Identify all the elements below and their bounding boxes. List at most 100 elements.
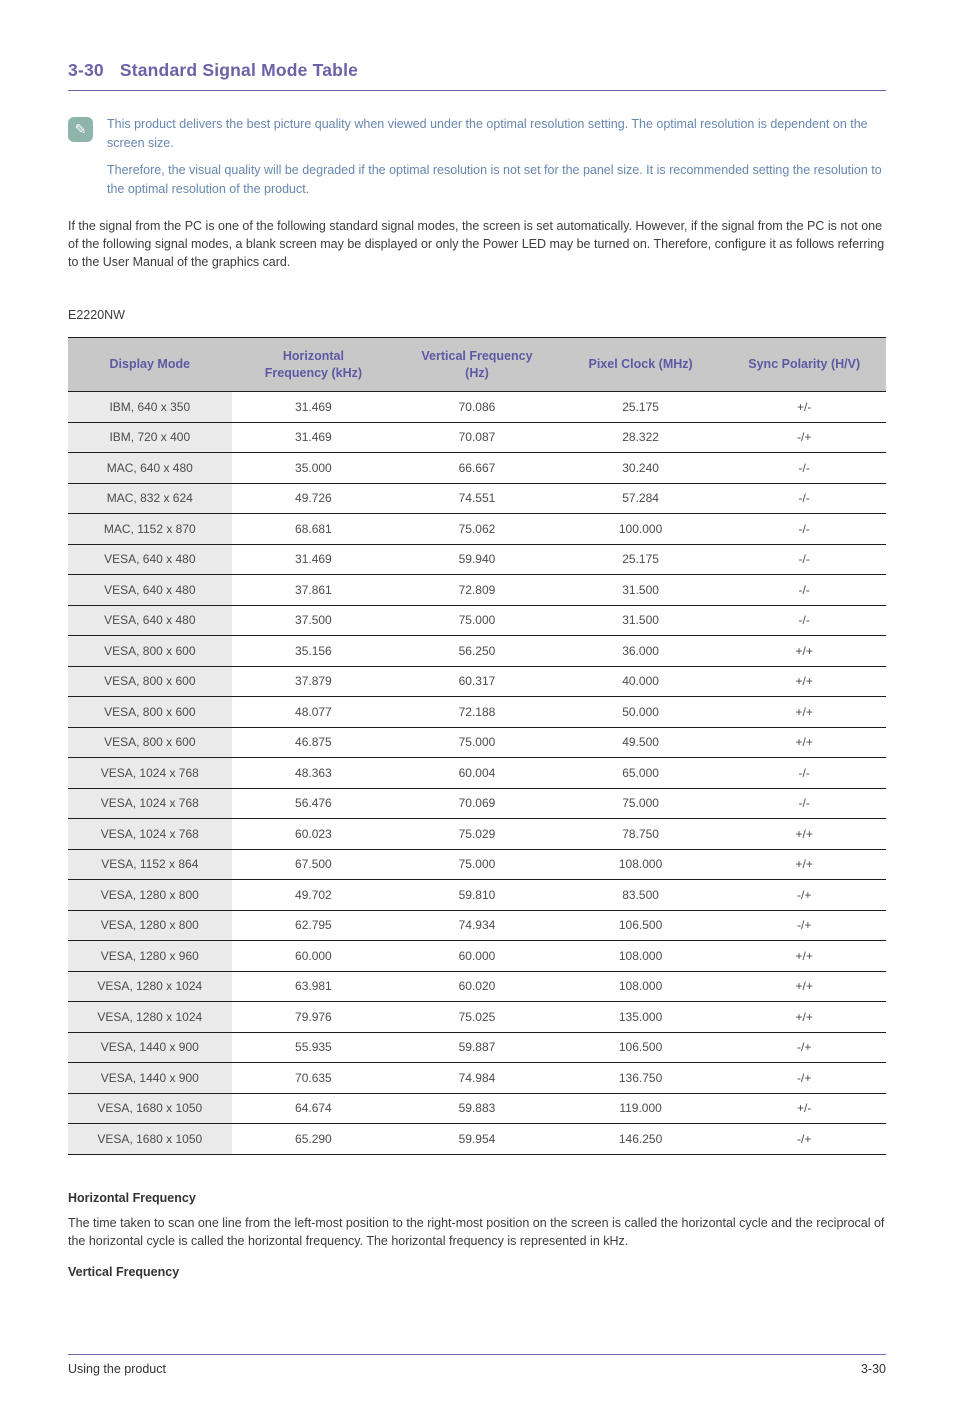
value-cell: 37.861 [231, 574, 396, 606]
table-row: VESA, 1280 x 960 60.000 60.000 108.000 +/+ [68, 940, 886, 972]
note-block: ✎ This product delivers the best picture… [68, 115, 886, 199]
value-cell: 59.954 [395, 1123, 559, 1155]
table-row: VESA, 640 x 480 37.861 72.809 31.500 -/- [68, 574, 886, 606]
value-cell: 60.020 [395, 971, 559, 1002]
value-cell: 31.469 [231, 544, 396, 575]
table-header-row: Display Mode Horizontal Frequency (kHz) … [68, 337, 886, 392]
value-cell: 60.004 [395, 757, 559, 789]
value-cell: 100.000 [558, 513, 723, 545]
value-cell: 49.726 [231, 483, 396, 514]
value-cell: -/- [722, 757, 886, 789]
display-mode-cell: MAC, 832 x 624 [68, 483, 232, 514]
display-mode-cell: VESA, 1440 x 900 [68, 1062, 232, 1094]
value-cell: 74.934 [395, 910, 559, 941]
section-number: 3-30 [68, 60, 104, 80]
column-header-horizontal-frequency: Horizontal Frequency (kHz) [231, 337, 396, 392]
value-cell: -/+ [722, 910, 886, 941]
value-cell: 60.023 [231, 818, 396, 850]
standard-signal-mode-table: Display Mode Horizontal Frequency (kHz) … [68, 337, 886, 1155]
value-cell: +/+ [722, 1001, 886, 1033]
table-row: VESA, 1440 x 900 55.935 59.887 106.500 -/+ [68, 1032, 886, 1063]
table-row: VESA, 800 x 600 48.077 72.188 50.000 +/+ [68, 696, 886, 728]
value-cell: +/+ [722, 849, 886, 880]
table-row: VESA, 640 x 480 31.469 59.940 25.175 -/- [68, 544, 886, 575]
value-cell: 59.810 [395, 879, 559, 911]
value-cell: 30.240 [558, 452, 723, 484]
value-cell: 46.875 [231, 727, 396, 758]
value-cell: 106.500 [558, 910, 723, 941]
table-row: VESA, 1440 x 900 70.635 74.984 136.750 -/+ [68, 1062, 886, 1094]
table-row: IBM, 640 x 350 31.469 70.086 25.175 +/- [68, 391, 886, 423]
value-cell: -/- [722, 452, 886, 484]
column-header-pixel-clock: Pixel Clock (MHz) [558, 337, 723, 392]
display-mode-cell: MAC, 640 x 480 [68, 452, 232, 484]
display-mode-cell: VESA, 1024 x 768 [68, 788, 232, 819]
definition-term: Horizontal Frequency [68, 1190, 196, 1205]
value-cell: 136.750 [558, 1062, 723, 1094]
display-mode-cell: VESA, 1024 x 768 [68, 818, 232, 850]
value-cell: +/+ [722, 727, 886, 758]
value-cell: -/- [722, 483, 886, 514]
value-cell: 70.087 [395, 422, 559, 453]
value-cell: -/+ [722, 879, 886, 911]
value-cell: 75.062 [395, 513, 559, 545]
definition-description: The time taken to scan one line from the… [68, 1215, 885, 1248]
value-cell: +/- [722, 391, 886, 423]
display-mode-cell: VESA, 640 x 480 [68, 605, 232, 636]
page-title: Standard Signal Mode Table [119, 60, 359, 80]
value-cell: 74.551 [395, 483, 559, 514]
column-header-vertical-frequency: Vertical Frequency (Hz) [395, 337, 559, 392]
value-cell: +/+ [722, 818, 886, 850]
display-mode-cell: VESA, 1280 x 800 [68, 910, 232, 941]
table-row: VESA, 800 x 600 46.875 75.000 49.500 +/+ [68, 727, 886, 758]
value-cell: 119.000 [558, 1093, 723, 1124]
value-cell: 57.284 [558, 483, 723, 514]
display-mode-cell: VESA, 1280 x 1024 [68, 1001, 232, 1033]
table-row: MAC, 640 x 480 35.000 66.667 30.240 -/- [68, 452, 886, 484]
value-cell: 25.175 [558, 391, 723, 423]
value-cell: 37.879 [231, 666, 396, 697]
display-mode-cell: VESA, 1024 x 768 [68, 757, 232, 789]
value-cell: 49.500 [558, 727, 723, 758]
value-cell: 83.500 [558, 879, 723, 911]
value-cell: 108.000 [558, 849, 723, 880]
value-cell: 35.156 [231, 635, 396, 667]
value-cell: 72.188 [395, 696, 559, 728]
display-mode-cell: VESA, 800 x 600 [68, 666, 232, 697]
value-cell: 31.500 [558, 574, 723, 606]
value-cell: 70.635 [231, 1062, 396, 1094]
table-row: VESA, 1024 x 768 56.476 70.069 75.000 -/- [68, 788, 886, 819]
table-row: VESA, 640 x 480 37.500 75.000 31.500 -/- [68, 605, 886, 636]
table-row: VESA, 1280 x 1024 79.976 75.025 135.000 +/+ [68, 1001, 886, 1033]
value-cell: 67.500 [231, 849, 396, 880]
section-heading: 3-30 Standard Signal Mode Table [68, 60, 886, 91]
display-mode-cell: VESA, 1680 x 1050 [68, 1123, 232, 1155]
value-cell: 56.476 [231, 788, 396, 819]
value-cell: 36.000 [558, 635, 723, 667]
value-cell: 40.000 [558, 666, 723, 697]
definitions-section: Horizontal Frequency The time taken to s… [68, 1191, 886, 1279]
column-header-sync-polarity: Sync Polarity (H/V) [722, 337, 886, 392]
value-cell: +/+ [722, 696, 886, 728]
model-label: E2220NW [68, 308, 125, 322]
value-cell: -/- [722, 605, 886, 636]
value-cell: 79.976 [231, 1001, 396, 1033]
value-cell: +/- [722, 1093, 886, 1124]
value-cell: -/- [722, 513, 886, 545]
value-cell: 75.000 [395, 605, 559, 636]
value-cell: 75.000 [395, 727, 559, 758]
intro-paragraph: If the signal from the PC is one of the … [68, 219, 885, 269]
display-mode-cell: IBM, 720 x 400 [68, 422, 232, 453]
value-cell: 48.363 [231, 757, 396, 789]
value-cell: -/- [722, 574, 886, 606]
value-cell: 70.086 [395, 391, 559, 423]
value-cell: 78.750 [558, 818, 723, 850]
value-cell: 62.795 [231, 910, 396, 941]
note-texts: This product delivers the best picture q… [107, 115, 886, 199]
display-mode-cell: VESA, 800 x 600 [68, 727, 232, 758]
table-row: MAC, 1152 x 870 68.681 75.062 100.000 -/- [68, 513, 886, 545]
value-cell: 49.702 [231, 879, 396, 911]
value-cell: 28.322 [558, 422, 723, 453]
definition-horizontal-frequency: Horizontal Frequency The time taken to s… [68, 1191, 886, 1250]
table-row: VESA, 1680 x 1050 64.674 59.883 119.000 +/- [68, 1093, 886, 1124]
